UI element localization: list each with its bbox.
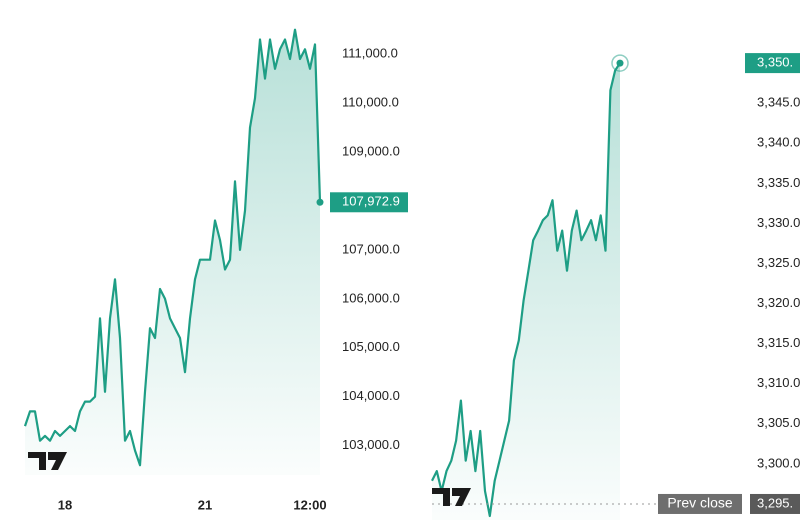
last-value-box — [330, 192, 408, 213]
y-tick-label: 104,000.0 — [342, 388, 400, 403]
last-point — [316, 198, 324, 206]
y-tick-label: 107,000.0 — [342, 241, 400, 256]
last-halo — [611, 54, 629, 72]
last-value-box — [745, 53, 800, 74]
x-tick-label: 21 — [198, 497, 212, 512]
prev-close-value: 3,295. — [757, 495, 793, 510]
y-tick-label: 3,320.0 — [757, 295, 800, 310]
prev-close-label: Prev close — [667, 495, 733, 511]
y-tick-label: 3,335.0 — [757, 175, 800, 190]
y-tick-label: 3,325.0 — [757, 255, 800, 270]
x-tick-label: 12:00 — [293, 497, 326, 512]
y-tick-label: 3,305.0 — [757, 415, 800, 430]
prev-close-value-box — [750, 493, 800, 514]
last-value-label: 107,972.9 — [342, 194, 400, 209]
y-tick-label: 3,310.0 — [757, 375, 800, 390]
last-point — [616, 59, 624, 67]
last-value-label: 3,350. — [757, 55, 793, 70]
y-tick-label: 106,000.0 — [342, 290, 400, 305]
left-chart: 103,000.0 104,000.0 105,000.0 106,000.0 107,… — [23, 28, 408, 512]
y-tick-label: 111,000.0 — [342, 46, 398, 61]
y-tick-label: 3,330.0 — [757, 215, 800, 230]
y-tick-label: 110,000.0 — [342, 95, 399, 110]
tv-logo — [28, 452, 67, 470]
x-tick-label: 18 — [58, 497, 72, 512]
price-line — [23, 28, 322, 467]
y-tick-label: 3,300.0 — [757, 455, 800, 470]
price-line — [431, 62, 621, 518]
y-tick-label: 105,000.0 — [342, 339, 400, 354]
y-tick-label: 3,345.0 — [757, 95, 800, 110]
area-fill — [25, 29, 320, 475]
y-tick-label: 3,340.0 — [757, 135, 800, 150]
y-tick-label: 103,000.0 — [342, 437, 400, 452]
prev-close-box — [658, 493, 742, 514]
tv-logo — [432, 488, 471, 506]
right-chart: 3,300.0 3,305.0 3,310.0 3,315.0 3,320.0 3,325… — [431, 53, 800, 520]
y-tick-label: 109,000.0 — [342, 143, 400, 158]
logo — [28, 452, 471, 506]
y-tick-label: 3,315.0 — [757, 335, 800, 350]
